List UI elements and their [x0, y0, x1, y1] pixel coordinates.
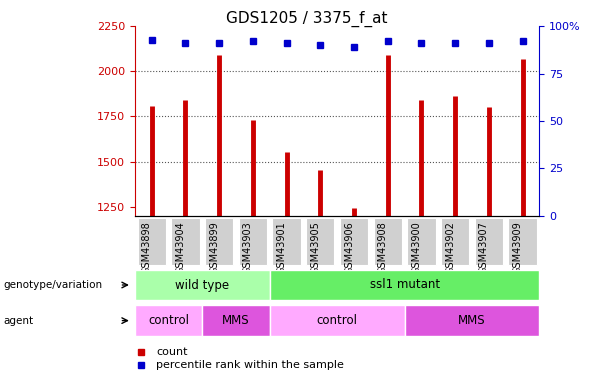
Text: GSM43908: GSM43908 [378, 221, 388, 274]
Text: genotype/variation: genotype/variation [3, 280, 102, 290]
Bar [441, 219, 470, 265]
Text: control: control [317, 314, 357, 327]
Text: GDS1205 / 3375_f_at: GDS1205 / 3375_f_at [226, 11, 387, 27]
Text: wild type: wild type [175, 279, 229, 291]
Text: GSM43906: GSM43906 [344, 221, 354, 274]
Bar [270, 305, 405, 336]
Bar [373, 219, 402, 265]
Text: control: control [148, 314, 189, 327]
Text: GSM43900: GSM43900 [411, 221, 422, 274]
Bar [202, 305, 270, 336]
Text: GSM43899: GSM43899 [209, 221, 219, 274]
Text: MMS: MMS [458, 314, 486, 327]
Bar [508, 219, 537, 265]
Text: GSM43904: GSM43904 [175, 221, 186, 274]
Bar [405, 305, 539, 336]
Bar [137, 219, 166, 265]
Bar [407, 219, 436, 265]
Bar [135, 270, 270, 300]
Bar [270, 270, 539, 300]
Bar [171, 219, 200, 265]
Bar [306, 219, 335, 265]
Text: GSM43905: GSM43905 [310, 221, 321, 274]
Bar [272, 219, 301, 265]
Text: percentile rank within the sample: percentile rank within the sample [156, 360, 344, 370]
Text: ssl1 mutant: ssl1 mutant [370, 279, 440, 291]
Text: GSM43898: GSM43898 [142, 221, 152, 274]
Bar [238, 219, 267, 265]
Text: GSM43901: GSM43901 [276, 221, 287, 274]
Bar [340, 219, 368, 265]
Text: GSM43909: GSM43909 [512, 221, 522, 274]
Bar [474, 219, 503, 265]
Text: GSM43903: GSM43903 [243, 221, 253, 274]
Bar [205, 219, 234, 265]
Text: GSM43907: GSM43907 [479, 221, 489, 274]
Text: agent: agent [3, 316, 33, 326]
Text: count: count [156, 347, 188, 357]
Bar [135, 305, 202, 336]
Text: MMS: MMS [222, 314, 250, 327]
Text: GSM43902: GSM43902 [445, 221, 455, 274]
